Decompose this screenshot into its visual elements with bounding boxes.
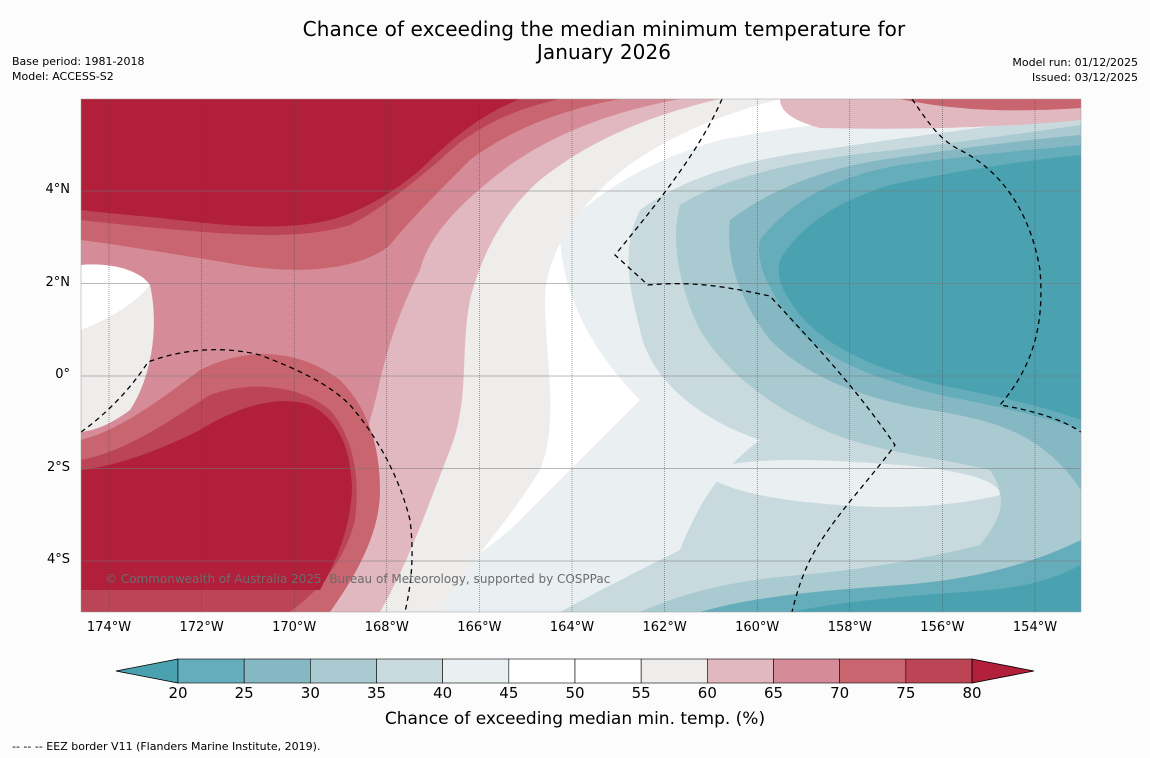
light-patch-west bbox=[81, 264, 150, 330]
colorbar bbox=[115, 658, 1035, 684]
colorbar-tick-label: 50 bbox=[565, 684, 585, 702]
longitude-label: 156°W bbox=[920, 620, 965, 635]
model-run-text: Model run: 01/12/2025 bbox=[1012, 56, 1138, 69]
colorbar-tick-label: 25 bbox=[234, 684, 254, 702]
graticule bbox=[81, 99, 1081, 612]
colorbar-bin bbox=[376, 658, 443, 684]
longitude-label: 168°W bbox=[364, 620, 409, 635]
colorbar-bin bbox=[640, 658, 708, 684]
colorbar-title: Chance of exceeding median min. temp. (%… bbox=[384, 709, 766, 729]
colorbar-bin bbox=[839, 658, 907, 684]
longitude-label: 154°W bbox=[1012, 620, 1058, 635]
issued-text: Issued: 03/12/2025 bbox=[1031, 71, 1138, 84]
colorbar-tick-label: 75 bbox=[896, 684, 916, 702]
colorbar-tick-label: 30 bbox=[300, 684, 320, 702]
colorbar-bin bbox=[508, 658, 576, 684]
chart-title: Chance of exceeding the median minimum t… bbox=[0, 18, 1150, 64]
colorbar-bin bbox=[177, 658, 245, 684]
title-line-2: January 2026 bbox=[536, 40, 672, 64]
model-text: Model: ACCESS-S2 bbox=[12, 70, 114, 83]
colorbar-tick-label: 55 bbox=[631, 684, 651, 702]
colorbar-tick-label: 20 bbox=[168, 684, 188, 702]
map-frame bbox=[80, 98, 1082, 613]
longitude-label: 164°W bbox=[549, 620, 595, 635]
colorbar-bin bbox=[574, 658, 642, 684]
colorbar-bin bbox=[310, 658, 377, 684]
colorbar-bin bbox=[243, 658, 311, 684]
latitude-label: 4°N bbox=[45, 182, 71, 197]
latitude-label: 4°S bbox=[46, 552, 70, 567]
colorbar-tick-label: 45 bbox=[499, 684, 519, 702]
blue-region-55 bbox=[778, 155, 1081, 420]
footnote-text: -- -- -- EEZ border V11 (Flanders Marine… bbox=[12, 740, 321, 753]
eez-borders bbox=[81, 99, 1081, 612]
longitude-label: 160°W bbox=[735, 620, 780, 635]
blue-region-bottom-deep bbox=[790, 565, 1081, 612]
longitude-label: 174°W bbox=[86, 620, 132, 635]
latitude-label: 2°S bbox=[46, 459, 70, 475]
light-patch-west-2 bbox=[81, 285, 154, 432]
longitude-label: 162°W bbox=[642, 620, 687, 635]
latitude-label: 0° bbox=[55, 367, 70, 382]
red-band-northeast-2 bbox=[900, 99, 1081, 111]
colorbar-bin bbox=[905, 658, 973, 684]
colorbar-extend-above bbox=[971, 658, 1035, 684]
colorbar-bin bbox=[442, 658, 510, 684]
colorbar-tick-label: 60 bbox=[697, 684, 717, 702]
colorbar-tick-label: 80 bbox=[962, 684, 982, 702]
longitude-label: 158°W bbox=[827, 620, 872, 635]
eez-border-north bbox=[614, 99, 896, 612]
red-region-above-south bbox=[81, 401, 352, 590]
colorbar-tick-label: 35 bbox=[366, 684, 387, 702]
red-region-above bbox=[81, 99, 520, 227]
base-period-text: Base period: 1981-2018 bbox=[12, 55, 145, 68]
metadata-left: Base period: 1981-2018 Model: ACCESS-S2 bbox=[12, 54, 144, 84]
latitude-label: 2°N bbox=[45, 274, 71, 290]
metadata-right: Model run: 01/12/2025 Issued: 03/12/2025 bbox=[1012, 55, 1138, 85]
title-line-1: Chance of exceeding the median minimum t… bbox=[302, 17, 906, 41]
longitude-label: 166°W bbox=[457, 620, 502, 635]
probability-map bbox=[81, 99, 1081, 612]
colorbar-tick-label: 65 bbox=[763, 684, 784, 702]
colorbar-tick-label: 70 bbox=[830, 684, 850, 702]
copyright-text: © Commonwealth of Australia 2025, Bureau… bbox=[105, 572, 611, 586]
longitude-label: 172°W bbox=[179, 620, 224, 635]
colorbar-extend-below bbox=[115, 658, 179, 684]
colorbar-tick-label: 40 bbox=[433, 684, 453, 702]
longitude-label: 170°W bbox=[272, 620, 317, 635]
eez-border-east bbox=[911, 99, 1081, 433]
colorbar-bin bbox=[773, 658, 840, 684]
colorbar-bin bbox=[707, 658, 774, 684]
eez-border-west bbox=[81, 349, 413, 612]
